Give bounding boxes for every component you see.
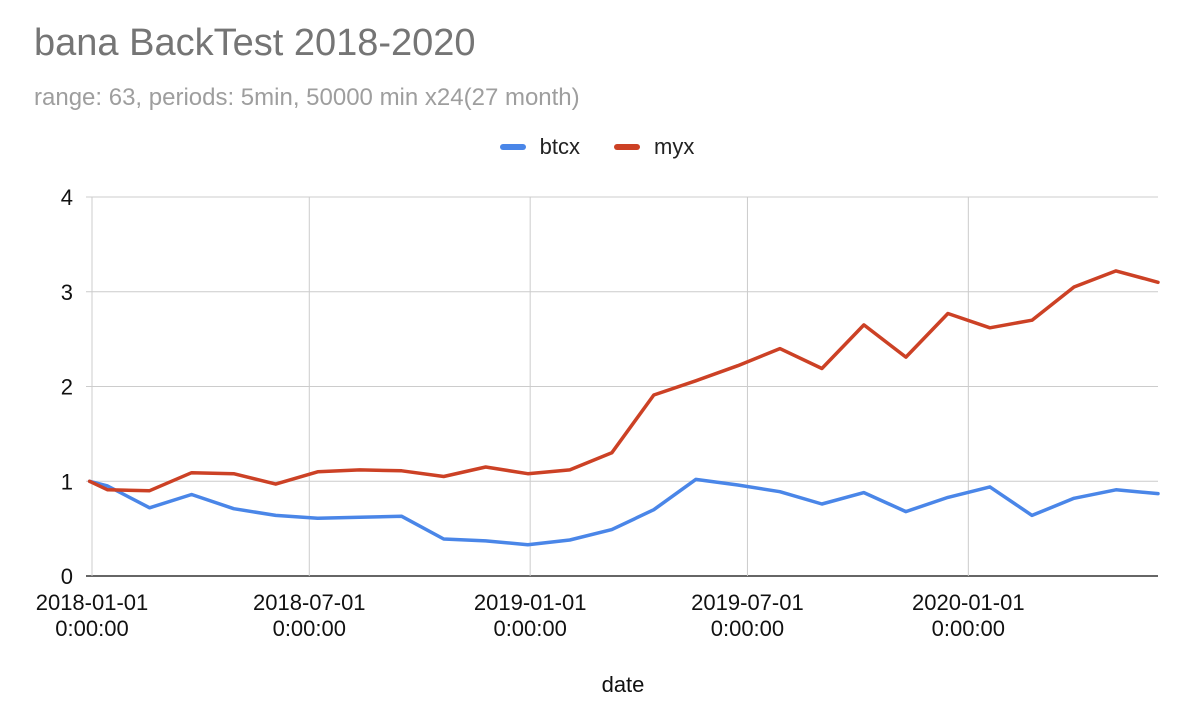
chart-legend: btcx myx	[0, 134, 1194, 160]
legend-item-btcx[interactable]: btcx	[499, 134, 581, 160]
x-axis-title: date	[602, 672, 645, 697]
x-axis-ticks: 2018-01-010:00:002018-07-010:00:002019-0…	[36, 590, 1025, 641]
x-tick-label: 2019-01-01	[474, 590, 587, 615]
chart-subtitle: range: 63, periods: 5min, 50000 min x24(…	[34, 84, 580, 111]
legend-label-btcx: btcx	[539, 134, 581, 159]
chart-title: bana BackTest 2018-2020	[34, 22, 476, 64]
series-lines	[87, 269, 1160, 547]
x-tick-label: 2020-01-01	[912, 590, 1025, 615]
x-tick-label-time: 0:00:00	[711, 616, 784, 641]
y-tick-label: 4	[61, 185, 73, 210]
x-tick-label: 2019-07-01	[691, 590, 804, 615]
grid-lines	[86, 196, 1158, 577]
x-tick-label: 2018-01-01	[36, 590, 149, 615]
x-tick-label-time: 0:00:00	[493, 616, 566, 641]
legend-label-myx: myx	[654, 134, 695, 159]
series-line-btcx	[87, 477, 1160, 547]
legend-swatch-myx	[614, 144, 641, 150]
series-line-myx	[87, 269, 1160, 493]
y-tick-label: 2	[61, 375, 73, 400]
y-tick-label: 3	[61, 280, 73, 305]
y-tick-label: 1	[61, 469, 73, 494]
x-tick-label-time: 0:00:00	[273, 616, 346, 641]
x-tick-label-time: 0:00:00	[932, 616, 1005, 641]
legend-swatch-btcx	[499, 144, 526, 150]
y-axis-ticks: 0 1 2 3 4	[61, 185, 73, 589]
x-tick-label: 2018-07-01	[253, 590, 366, 615]
y-tick-label: 0	[61, 564, 73, 589]
x-tick-label-time: 0:00:00	[55, 616, 128, 641]
legend-item-myx[interactable]: myx	[614, 134, 694, 160]
